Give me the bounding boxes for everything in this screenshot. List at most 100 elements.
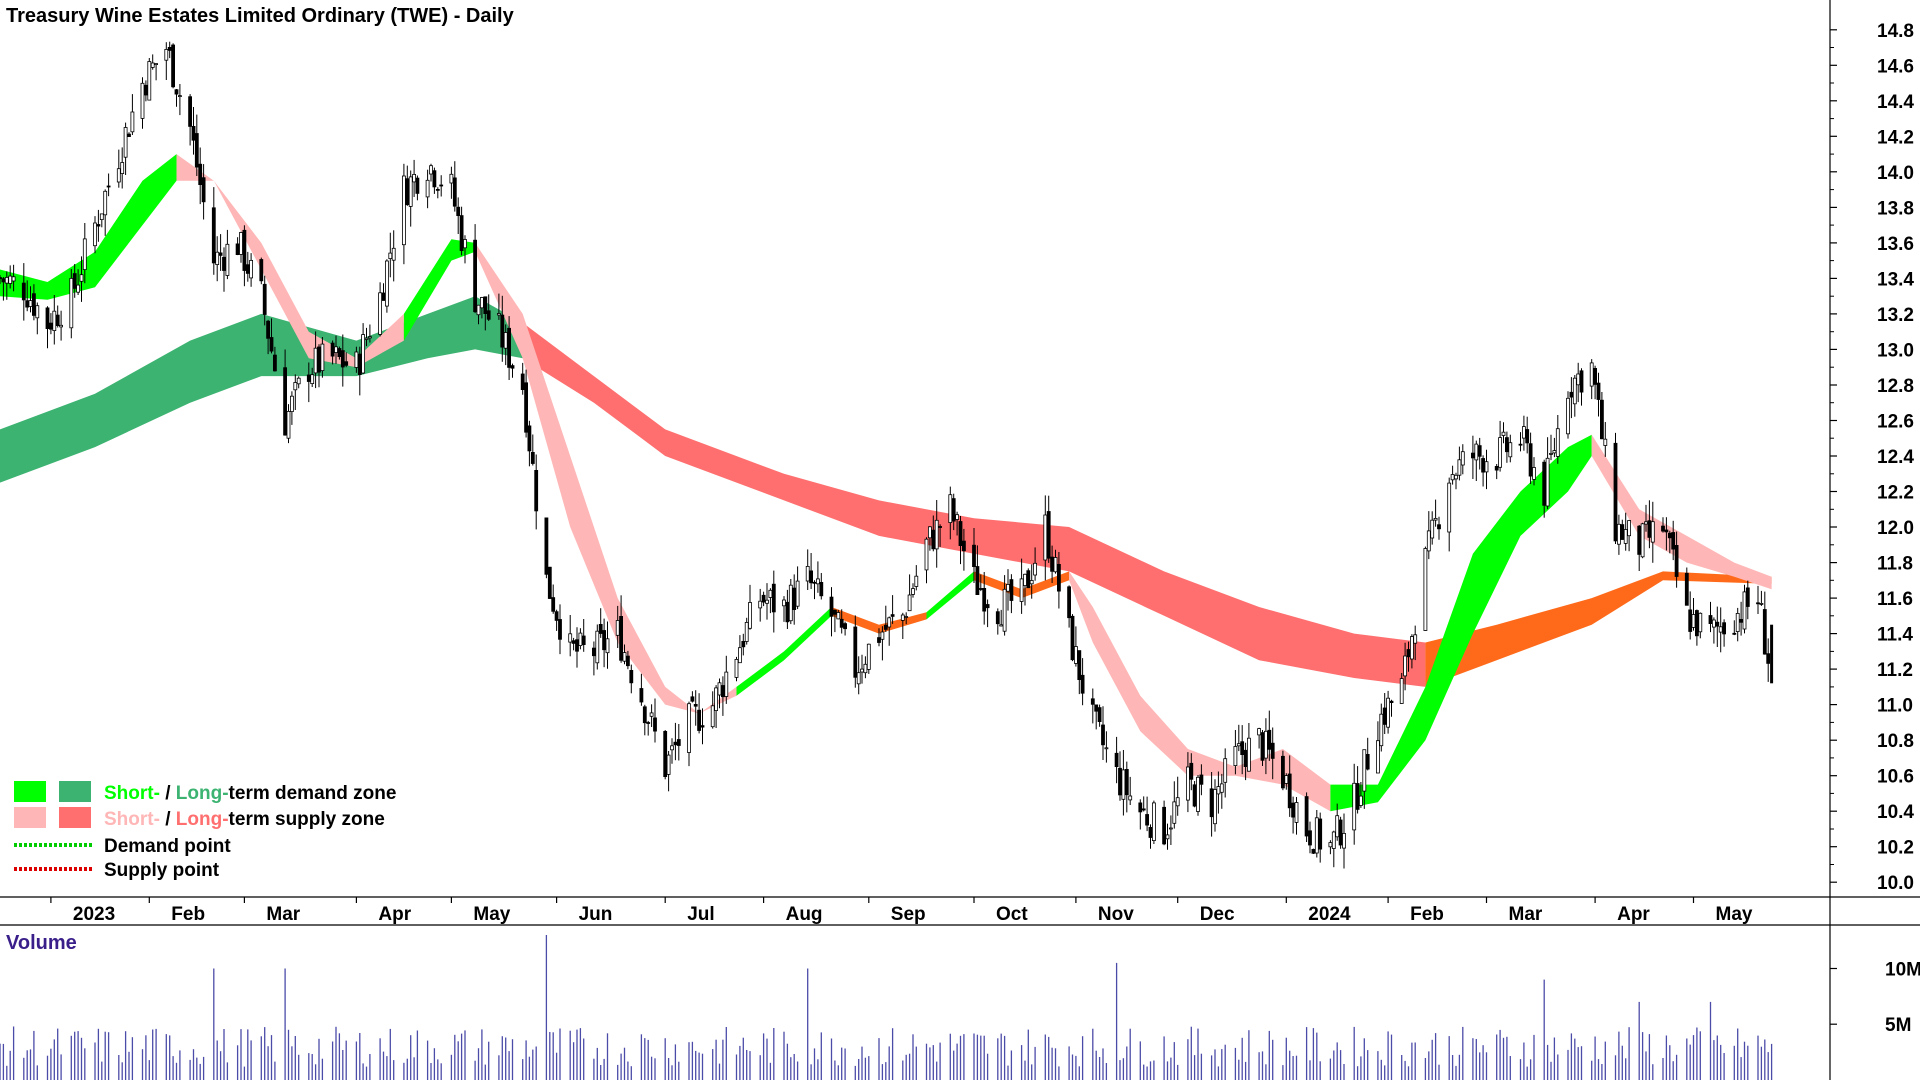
candle-body — [863, 663, 868, 674]
candle-body — [496, 313, 501, 316]
candle-body — [317, 346, 321, 373]
candle-body — [32, 293, 36, 316]
price-tick-label: 13.2 — [1877, 305, 1914, 326]
candle-body — [1311, 849, 1316, 854]
candle-body — [1172, 801, 1177, 824]
candle-body — [1331, 831, 1336, 849]
candle-body — [1474, 443, 1479, 461]
price-tick-label: 10.8 — [1877, 731, 1914, 752]
candle-body — [1552, 450, 1557, 454]
candle-body — [1094, 704, 1099, 712]
candle-body — [425, 179, 430, 198]
zones-layer — [0, 154, 1772, 812]
candle-body — [415, 177, 420, 194]
candle-body — [1002, 588, 1007, 632]
time-tick-label: Dec — [1200, 904, 1235, 925]
candle-body — [201, 177, 206, 203]
candle-body — [313, 347, 318, 374]
candle-body — [839, 618, 844, 628]
candle-body — [592, 647, 596, 657]
candle-body — [1647, 520, 1652, 538]
candle-body — [215, 251, 220, 265]
candle-body — [96, 224, 101, 227]
candle-body — [1148, 827, 1153, 838]
candle-body — [1627, 520, 1631, 537]
candle-body — [978, 588, 983, 590]
candle-body — [948, 494, 953, 524]
candle-body — [500, 314, 505, 348]
candle-body — [1335, 815, 1340, 838]
legend-swatch-long — [59, 807, 91, 828]
candle-body — [1742, 591, 1747, 630]
candle-body — [520, 373, 525, 391]
candle-body — [1382, 707, 1387, 725]
candle-body — [911, 588, 915, 595]
long-term-supply-zone — [522, 322, 1426, 687]
candle-body — [1430, 519, 1435, 539]
candle-body — [79, 274, 84, 282]
candle-body — [1623, 529, 1628, 544]
time-tick-label: May — [1716, 904, 1753, 925]
candle-body — [357, 353, 362, 376]
candle-body — [1617, 523, 1621, 545]
candle-body — [473, 239, 478, 313]
candle-body — [1508, 442, 1513, 458]
candle-body — [904, 616, 909, 618]
candle-body — [697, 709, 701, 731]
candle-body — [724, 671, 729, 697]
candle-body — [554, 611, 559, 621]
candle-body — [534, 469, 539, 512]
candle-body — [1457, 459, 1462, 476]
volume-tick-label: 10M — [1885, 960, 1920, 981]
candle-body — [1603, 438, 1608, 446]
candle-body — [289, 395, 294, 413]
candle-body — [738, 647, 742, 664]
candle-body — [717, 682, 722, 696]
candle-body — [1596, 382, 1601, 400]
price-tick-label: 12.8 — [1877, 376, 1914, 397]
candle-body — [1518, 443, 1523, 446]
candle-body — [1589, 362, 1594, 387]
candle-body — [734, 659, 739, 678]
candle-body — [1644, 521, 1648, 525]
candle-body — [1074, 646, 1078, 664]
candle-body — [598, 624, 603, 634]
candle-body — [1722, 622, 1726, 635]
candle-body — [843, 623, 847, 630]
candle-body — [1739, 619, 1743, 623]
candle-body — [1695, 610, 1699, 637]
candle-body — [1365, 754, 1370, 770]
candle-body — [1053, 557, 1058, 573]
candle-body — [1613, 442, 1618, 542]
candle-body — [1600, 399, 1604, 440]
short-term-demand-zone — [0, 154, 177, 300]
candle-body — [972, 544, 976, 568]
price-tick-label: 12.6 — [1877, 412, 1914, 433]
candle-body — [856, 672, 861, 685]
candle-body — [381, 292, 386, 301]
candle-body — [544, 517, 549, 575]
candle-body — [1342, 833, 1346, 849]
candle-body — [1413, 634, 1418, 644]
candle-body — [900, 614, 905, 621]
candle-body — [1477, 445, 1482, 457]
candle-body — [771, 583, 776, 613]
candle-body — [1270, 742, 1275, 759]
candle-body — [765, 599, 769, 604]
candle-body — [982, 588, 987, 612]
candle-body — [1671, 532, 1676, 550]
candle-body — [1759, 603, 1764, 605]
candle-body — [595, 630, 600, 664]
candle-body — [1386, 697, 1390, 728]
candle-body — [225, 243, 230, 276]
candle-body — [622, 652, 627, 662]
candle-body — [269, 337, 274, 352]
candle-body — [164, 49, 169, 61]
time-tick-label: Feb — [1410, 904, 1444, 925]
candle-body — [1410, 636, 1414, 660]
candle-body — [626, 655, 630, 667]
candle-body — [710, 705, 715, 728]
candle-body — [547, 566, 552, 599]
candle-body — [1501, 431, 1506, 436]
